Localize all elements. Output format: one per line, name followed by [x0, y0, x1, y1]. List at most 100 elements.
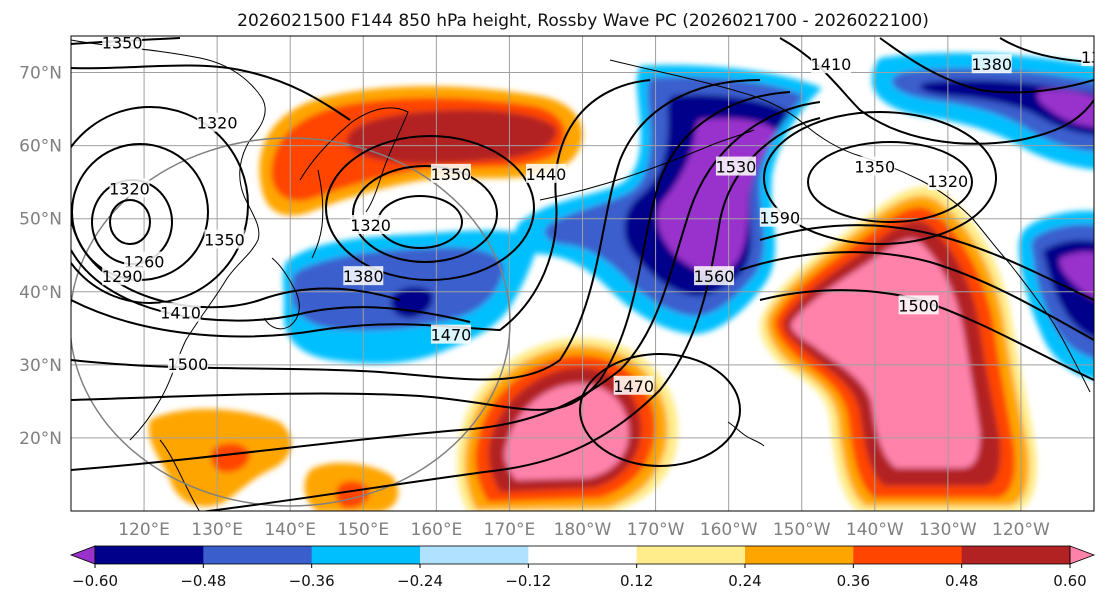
colorbar-tick-label: 0.48 — [945, 572, 978, 590]
lon-tick-label: 130°W — [919, 520, 977, 540]
contour-label-halo — [525, 163, 566, 183]
contour-1410-north — [779, 37, 1094, 145]
contour-label-halo — [898, 295, 939, 315]
contour-label: 1530 — [716, 158, 757, 177]
contour-1590 — [199, 117, 821, 511]
colorbar-tick-label: −0.24 — [397, 572, 443, 590]
colorbar: −0.60 −0.48 −0.36 −0.24 −0.12 0.12 0.24 0.36 0.4… — [69, 545, 1096, 590]
contour-label-halo — [613, 375, 654, 395]
contour-label: 1410 — [811, 55, 852, 74]
colorbar-segment — [528, 546, 638, 564]
lon-tick-label: 170°W — [627, 520, 685, 540]
colorbar-tick-label: −0.12 — [505, 572, 551, 590]
anomaly-shading — [148, 52, 1094, 511]
north-america-west-coastline — [971, 217, 1091, 393]
lon-tick-label: 140°E — [264, 520, 316, 540]
contour-label-halo — [1081, 46, 1094, 66]
colorbar-tick-label: 0.12 — [620, 572, 653, 590]
latitude-tick-labels: 20°N 30°N 40°N 50°N 60°N 70°N — [19, 64, 62, 449]
contour-1560 — [71, 101, 821, 471]
contour-label-halo — [715, 156, 756, 176]
contour-label: 1350 — [854, 158, 895, 177]
philippine-islands — [159, 439, 200, 511]
lon-tick-label: 140°W — [846, 520, 904, 540]
lon-tick-label: 180°W — [554, 520, 612, 540]
lat-tick-label: 70°N — [19, 64, 62, 84]
colorbar-segment — [311, 546, 421, 564]
contour-label: 1410 — [160, 304, 201, 323]
colorbar-tick-label: 0.24 — [728, 572, 761, 590]
contour-label: 1350 — [431, 165, 472, 184]
contour-label: 1500 — [898, 296, 939, 315]
contour-1380-north — [879, 37, 1094, 94]
lon-tick-label: 150°E — [337, 520, 389, 540]
lon-tick-label: 130°E — [191, 520, 243, 540]
contour-1470-east — [739, 251, 1094, 341]
sakhalin-coastline — [311, 169, 324, 259]
contour-label: 1500 — [168, 355, 209, 374]
contour-low-gulf-1320 — [807, 141, 973, 223]
contour-low-okhotsk-1350 — [352, 165, 498, 263]
contour-label: 1560 — [694, 267, 735, 286]
contour-label: 1470 — [613, 377, 654, 396]
contour-1350-north — [999, 37, 1094, 63]
colorbar-segment — [745, 546, 854, 564]
alaska-negative-anomaly — [871, 52, 1094, 170]
contour-label: 1380 — [971, 55, 1012, 74]
colorbar-tick-label: −0.36 — [289, 572, 335, 590]
map-gridlines — [71, 36, 1094, 511]
contour-label-halo — [102, 266, 143, 286]
contour-label: 1320 — [350, 216, 391, 235]
colorbar-extend-high — [1069, 545, 1096, 565]
contour-label: 1320 — [109, 179, 150, 198]
japan-coastline — [263, 257, 300, 330]
contour-low-central-1470 — [579, 353, 741, 467]
hawaii-islands — [727, 421, 765, 447]
contour-1440-top — [71, 64, 351, 121]
contour-label: 1440 — [526, 165, 567, 184]
figure-title: 2026021500 F144 850 hPa height, Rossby W… — [237, 11, 929, 31]
lat-tick-label: 60°N — [19, 137, 62, 157]
contour-label-halo — [160, 302, 201, 322]
lat-tick-label: 30°N — [19, 356, 62, 376]
contour-label-halo — [430, 324, 471, 344]
contour-label-halo — [124, 251, 165, 271]
lat-tick-label: 50°N — [19, 210, 62, 230]
lon-tick-label: 170°E — [484, 520, 536, 540]
contour-1470 — [71, 79, 651, 338]
contour-label-halo — [167, 353, 208, 373]
contour-label: 1470 — [431, 326, 472, 345]
longitude-tick-labels: 120°E 130°E 140°E 150°E 160°E 170°E 180°W 170°W… — [118, 520, 1050, 540]
colorbar-tick-label: 0.60 — [1053, 572, 1086, 590]
contour-label-halo — [350, 215, 391, 234]
okhotsk-positive-anomaly — [259, 86, 583, 216]
lon-tick-label: 160°E — [411, 520, 463, 540]
contour-low-okhotsk-1380 — [325, 135, 535, 281]
contour-label: 1350 — [102, 33, 143, 52]
map-frame — [70, 35, 1095, 512]
colorbar-segment — [420, 546, 529, 564]
colorbar-segment — [853, 546, 963, 564]
aleutian-islands — [539, 129, 755, 201]
contour-low-west-1260 — [109, 199, 151, 245]
height-contours — [71, 37, 1094, 511]
lon-tick-label: 120°W — [992, 520, 1050, 540]
northeast-pacific-positive-anomaly — [759, 186, 1037, 511]
contour-label-halo — [204, 229, 245, 249]
contour-label-halo — [109, 178, 150, 198]
alaska-coastline — [609, 59, 973, 219]
contour-label-halo — [197, 112, 238, 132]
contour-label-halo — [927, 171, 968, 191]
lon-tick-label: 120°E — [118, 520, 170, 540]
lon-tick-label: 150°W — [773, 520, 831, 540]
contour-label: 1320 — [197, 114, 238, 133]
colorbar-extend-low — [69, 545, 96, 565]
contour-label: 1350 — [204, 231, 245, 250]
colorbar-tick-label: −0.60 — [72, 572, 118, 590]
contour-low-west-1350 — [71, 106, 249, 304]
lat-tick-label: 20°N — [19, 429, 62, 449]
contour-label-halo — [343, 266, 384, 286]
